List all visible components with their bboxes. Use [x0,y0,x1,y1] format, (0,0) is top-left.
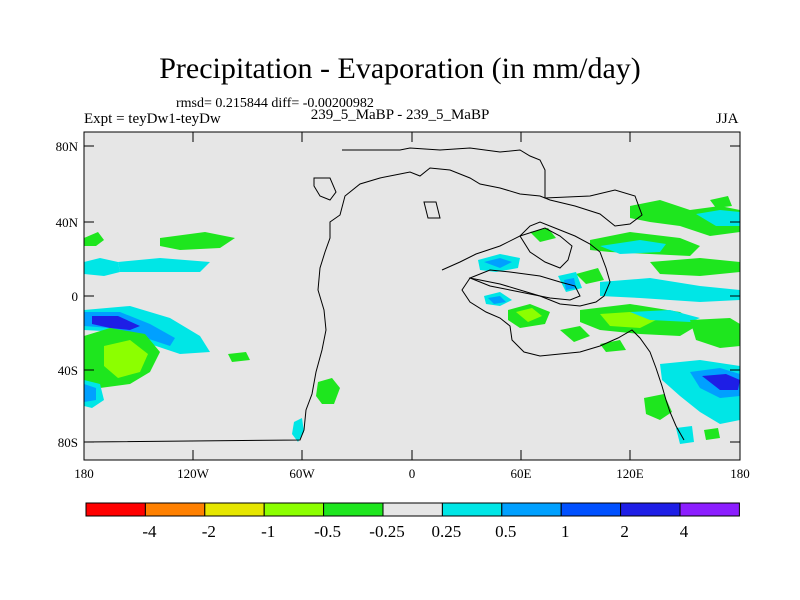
fill-green-sahel [530,228,556,242]
colorbar-label-2: -2 [202,522,216,541]
fill-green-brazil [316,378,340,404]
fill-blue-africa-e [564,278,576,290]
coastline-western-continent [83,147,643,443]
fill-cyan-equatorial [600,278,740,302]
colorbar-label-10: 4 [680,522,689,541]
colorbar-box-5 [323,502,384,517]
coastlines [83,147,685,443]
fill-cyan-left-north [84,258,120,276]
fill-green-small-mid [228,352,250,362]
fill-green-bottom-right [704,428,720,440]
lat-label-40n: 40N [56,215,79,230]
fill-cyan-left-band [118,258,210,272]
lon-label-180w: 180 [74,466,94,481]
colorbar-box-11 [679,502,740,517]
fill-green-africa-e [576,268,604,284]
colorbar-box-8 [501,502,562,517]
fill-cyan-north-pacific [696,210,740,226]
fill-blue-left-south [84,384,96,402]
plot-title: Precipitation - Evaporation (in mm/day) [159,52,641,85]
coastline-northwest-islands [313,177,337,201]
fill-green-aus-north [560,326,590,342]
lon-label-180e: 180 [730,466,750,481]
fill-cyan-asia [600,240,666,254]
fill-lime-south-west [104,340,148,378]
fill-blue-africa-center [488,296,506,304]
colorbar-box-7 [441,502,503,517]
lon-label-0: 0 [409,466,416,481]
anomaly-fills [84,196,740,444]
lon-label-120e: 120E [616,466,644,481]
fill-green-east-south [690,318,740,348]
colorbar-box-9 [560,502,622,517]
fill-cyan-bottom-right [676,426,694,444]
coastline-inland-sea [468,269,581,301]
fill-green-pacific-band [650,258,740,276]
coastline-peninsula [519,227,573,269]
colorbar-box-4 [263,502,325,517]
colorbar-box-2 [144,502,206,517]
season-label: JJA [716,111,739,127]
fill-blue-africa-north [484,258,512,268]
experiment-case: 239_5_MaBP - 239_5_MaBP [310,107,490,123]
colorbar-box-1 [85,502,146,517]
colorbar-boxes [85,502,740,517]
experiment-label: Expt = teyDw1-teyDw [84,111,221,127]
colorbar-label-8: 1 [561,522,570,541]
fill-green-aus-south [644,394,672,420]
fill-green-left-band [160,232,235,250]
lat-label-40s: 40S [58,363,78,378]
lon-label-120w: 120W [177,466,210,481]
lon-label-60w: 60W [289,466,315,481]
colorbar-label-5: -0.25 [369,522,404,541]
colorbar-box-3 [204,502,265,517]
fill-green-topright [710,196,732,208]
rmsd-diff-stats: rmsd= 0.215844 diff= -0.00200982 [176,96,374,111]
fill-green-left-north [84,232,104,246]
colorbar-label-4: -0.5 [314,522,341,541]
lat-label-80s: 80S [58,435,78,450]
lon-label-60e: 60E [511,466,532,481]
colorbar-label-6: 0.25 [432,522,462,541]
fill-darkblue-se-pacific [702,374,740,390]
fill-darkblue-south-band [92,316,140,330]
colorbar-label-3: -1 [261,522,275,541]
lat-label-80n: 80N [56,139,79,154]
coastline-small-island [423,201,441,219]
colorbar-label-9: 2 [620,522,629,541]
fill-cyan-argentina [292,418,304,442]
lat-label-0: 0 [72,289,79,304]
colorbar-label-1: -4 [142,522,157,541]
colorbar-box-6 [382,502,443,517]
fill-lime-africa-west [516,308,542,322]
fill-green-north-pacific [630,200,740,236]
fill-cyan-indian-ocean [630,310,700,322]
colorbar-label-7: 0.5 [495,522,516,541]
colorbar-box-10 [620,502,681,517]
axis-ticks [83,132,741,460]
